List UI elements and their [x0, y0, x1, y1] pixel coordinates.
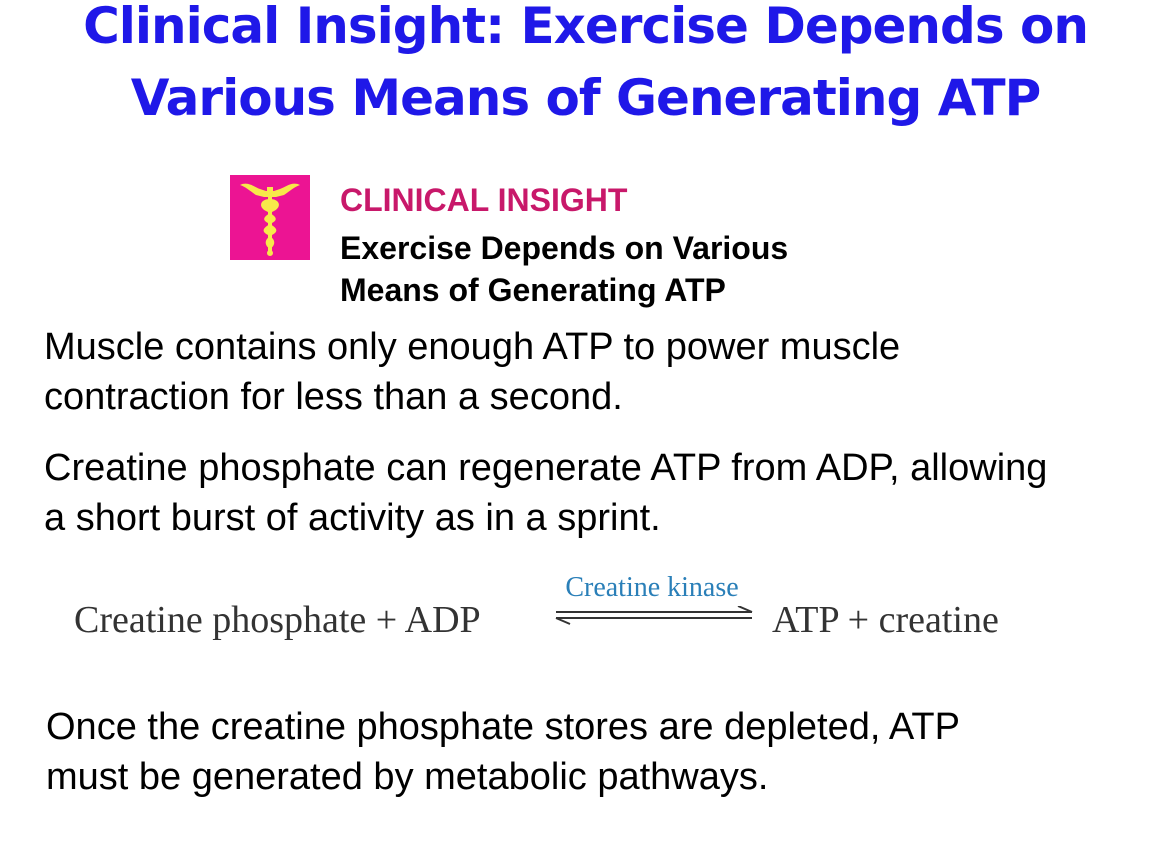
equation-enzyme-label: Creatine kinase	[565, 572, 739, 603]
slide-title-line-1: Clinical Insight: Exercise Depends on	[83, 0, 1089, 55]
paragraph-line: a short burst of activity as in a sprint…	[44, 497, 661, 539]
insight-kicker: CLINICAL INSIGHT	[340, 182, 628, 218]
paragraph-line: Muscle contains only enough ATP to power…	[44, 326, 901, 368]
paragraph-atp-stores: Muscle contains only enough ATP to power…	[44, 322, 900, 422]
paragraph-line: contraction for less than a second.	[44, 376, 623, 418]
reversible-arrow-icon	[555, 606, 753, 625]
equation-reactants: Creatine phosphate + ADP	[74, 599, 481, 641]
insight-heading-line-2: Means of Generating ATP	[340, 272, 726, 308]
paragraph-line: Creatine phosphate can regenerate ATP fr…	[44, 447, 1048, 489]
paragraph-line: must be generated by metabolic pathways.	[46, 756, 769, 798]
caduceus-icon	[230, 175, 310, 260]
slide-title: Clinical Insight: Exercise Depends on Va…	[0, 0, 1171, 134]
slide-title-line-2: Various Means of Generating ATP	[130, 69, 1042, 127]
insight-heading-line-1: Exercise Depends on Various	[340, 230, 789, 266]
paragraph-line: Once the creatine phosphate stores are d…	[46, 706, 960, 748]
paragraph-creatine-phosphate: Creatine phosphate can regenerate ATP fr…	[44, 443, 1047, 543]
equation-arrow: Creatine kinase	[552, 570, 762, 640]
creatine-kinase-equation: Creatine phosphate + ADP Creatine kinase…	[74, 570, 1074, 650]
insight-heading: Exercise Depends on Various Means of Gen…	[340, 227, 788, 311]
equation-products: ATP + creatine	[772, 599, 999, 641]
clinical-insight-box: CLINICAL INSIGHT Exercise Depends on Var…	[230, 175, 850, 315]
paragraph-metabolic-pathways: Once the creatine phosphate stores are d…	[46, 702, 960, 802]
